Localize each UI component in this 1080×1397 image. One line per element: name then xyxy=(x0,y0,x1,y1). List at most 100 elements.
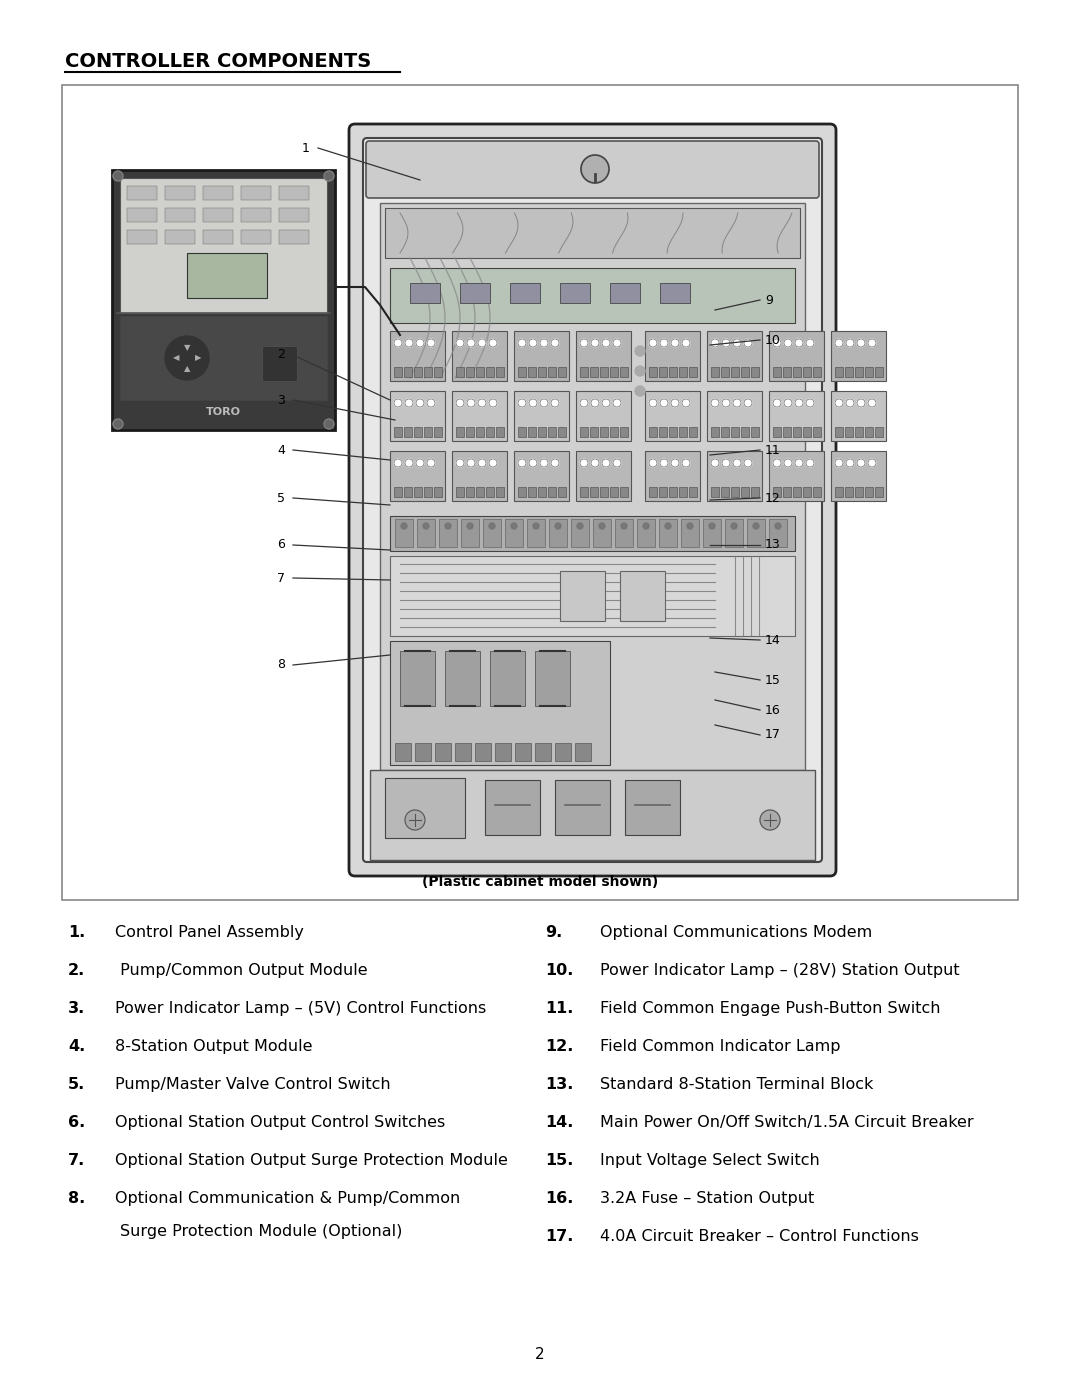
Circle shape xyxy=(555,522,561,529)
Circle shape xyxy=(744,400,752,407)
Bar xyxy=(747,520,765,548)
Circle shape xyxy=(534,522,539,529)
Bar xyxy=(835,367,843,377)
Circle shape xyxy=(324,419,334,429)
Bar xyxy=(515,743,531,761)
Bar xyxy=(120,177,327,313)
Circle shape xyxy=(591,400,599,407)
Bar xyxy=(414,367,422,377)
Bar xyxy=(845,427,853,437)
Circle shape xyxy=(489,400,497,407)
Text: 13: 13 xyxy=(765,538,781,552)
Bar xyxy=(590,488,598,497)
Bar xyxy=(370,770,815,861)
Circle shape xyxy=(806,339,814,346)
Bar xyxy=(453,331,507,381)
Circle shape xyxy=(643,522,649,529)
Bar xyxy=(424,427,432,437)
Bar xyxy=(486,427,494,437)
Bar xyxy=(394,427,402,437)
Circle shape xyxy=(591,339,599,346)
Text: 15.: 15. xyxy=(545,1153,573,1168)
Bar xyxy=(510,284,540,303)
Circle shape xyxy=(405,400,413,407)
Circle shape xyxy=(489,460,497,467)
Text: 4.: 4. xyxy=(68,1039,85,1053)
Bar xyxy=(620,488,627,497)
Bar xyxy=(241,208,271,222)
Bar xyxy=(649,427,657,437)
Circle shape xyxy=(784,460,792,467)
Circle shape xyxy=(511,522,517,529)
Circle shape xyxy=(708,522,715,529)
Bar xyxy=(645,331,700,381)
Bar xyxy=(127,208,157,222)
Bar xyxy=(538,488,546,497)
Bar xyxy=(773,367,781,377)
Bar xyxy=(575,743,591,761)
Bar xyxy=(865,488,873,497)
Bar xyxy=(390,331,445,381)
Bar xyxy=(600,488,608,497)
Circle shape xyxy=(489,522,495,529)
Bar xyxy=(165,186,195,200)
Text: Optional Communication & Pump/Common: Optional Communication & Pump/Common xyxy=(114,1192,460,1206)
Bar xyxy=(465,367,474,377)
Bar xyxy=(538,427,546,437)
Bar xyxy=(590,427,598,437)
Circle shape xyxy=(602,400,610,407)
Text: Optional Station Output Control Switches: Optional Station Output Control Switches xyxy=(114,1115,445,1130)
Circle shape xyxy=(551,400,559,407)
Bar xyxy=(689,488,697,497)
Bar xyxy=(394,488,402,497)
Circle shape xyxy=(733,339,741,346)
Text: 14.: 14. xyxy=(545,1115,573,1130)
Bar xyxy=(711,427,719,437)
Text: 8-Station Output Module: 8-Station Output Module xyxy=(114,1039,312,1053)
Bar xyxy=(625,780,680,835)
Bar xyxy=(476,488,484,497)
FancyBboxPatch shape xyxy=(349,124,836,876)
Circle shape xyxy=(835,460,843,467)
Bar xyxy=(390,451,445,502)
Circle shape xyxy=(773,339,781,346)
Bar xyxy=(404,367,411,377)
Bar xyxy=(731,367,739,377)
Circle shape xyxy=(806,460,814,467)
Circle shape xyxy=(540,339,548,346)
Bar xyxy=(384,208,800,258)
FancyBboxPatch shape xyxy=(366,141,819,198)
Bar xyxy=(434,488,442,497)
Circle shape xyxy=(660,400,669,407)
Bar xyxy=(490,651,525,705)
Bar xyxy=(555,743,571,761)
Bar xyxy=(769,391,824,441)
Circle shape xyxy=(731,522,737,529)
Circle shape xyxy=(467,522,473,529)
Bar xyxy=(637,520,654,548)
Bar xyxy=(600,427,608,437)
Bar xyxy=(711,367,719,377)
Circle shape xyxy=(456,400,464,407)
Bar xyxy=(855,488,863,497)
Bar xyxy=(804,488,811,497)
Circle shape xyxy=(649,400,657,407)
Text: Standard 8-Station Terminal Block: Standard 8-Station Terminal Block xyxy=(600,1077,874,1092)
Text: 3: 3 xyxy=(278,394,285,407)
Bar xyxy=(741,367,750,377)
Circle shape xyxy=(621,522,627,529)
Text: 4.0A Circuit Breaker – Control Functions: 4.0A Circuit Breaker – Control Functions xyxy=(600,1229,919,1243)
Bar xyxy=(453,451,507,502)
Bar xyxy=(505,520,523,548)
Circle shape xyxy=(405,810,426,830)
Circle shape xyxy=(394,400,402,407)
Bar xyxy=(495,743,511,761)
Circle shape xyxy=(649,339,657,346)
Circle shape xyxy=(868,460,876,467)
Bar xyxy=(751,367,759,377)
Circle shape xyxy=(581,155,609,183)
Circle shape xyxy=(478,339,486,346)
Text: 10.: 10. xyxy=(545,963,573,978)
Circle shape xyxy=(405,339,413,346)
Text: 6.: 6. xyxy=(68,1115,85,1130)
